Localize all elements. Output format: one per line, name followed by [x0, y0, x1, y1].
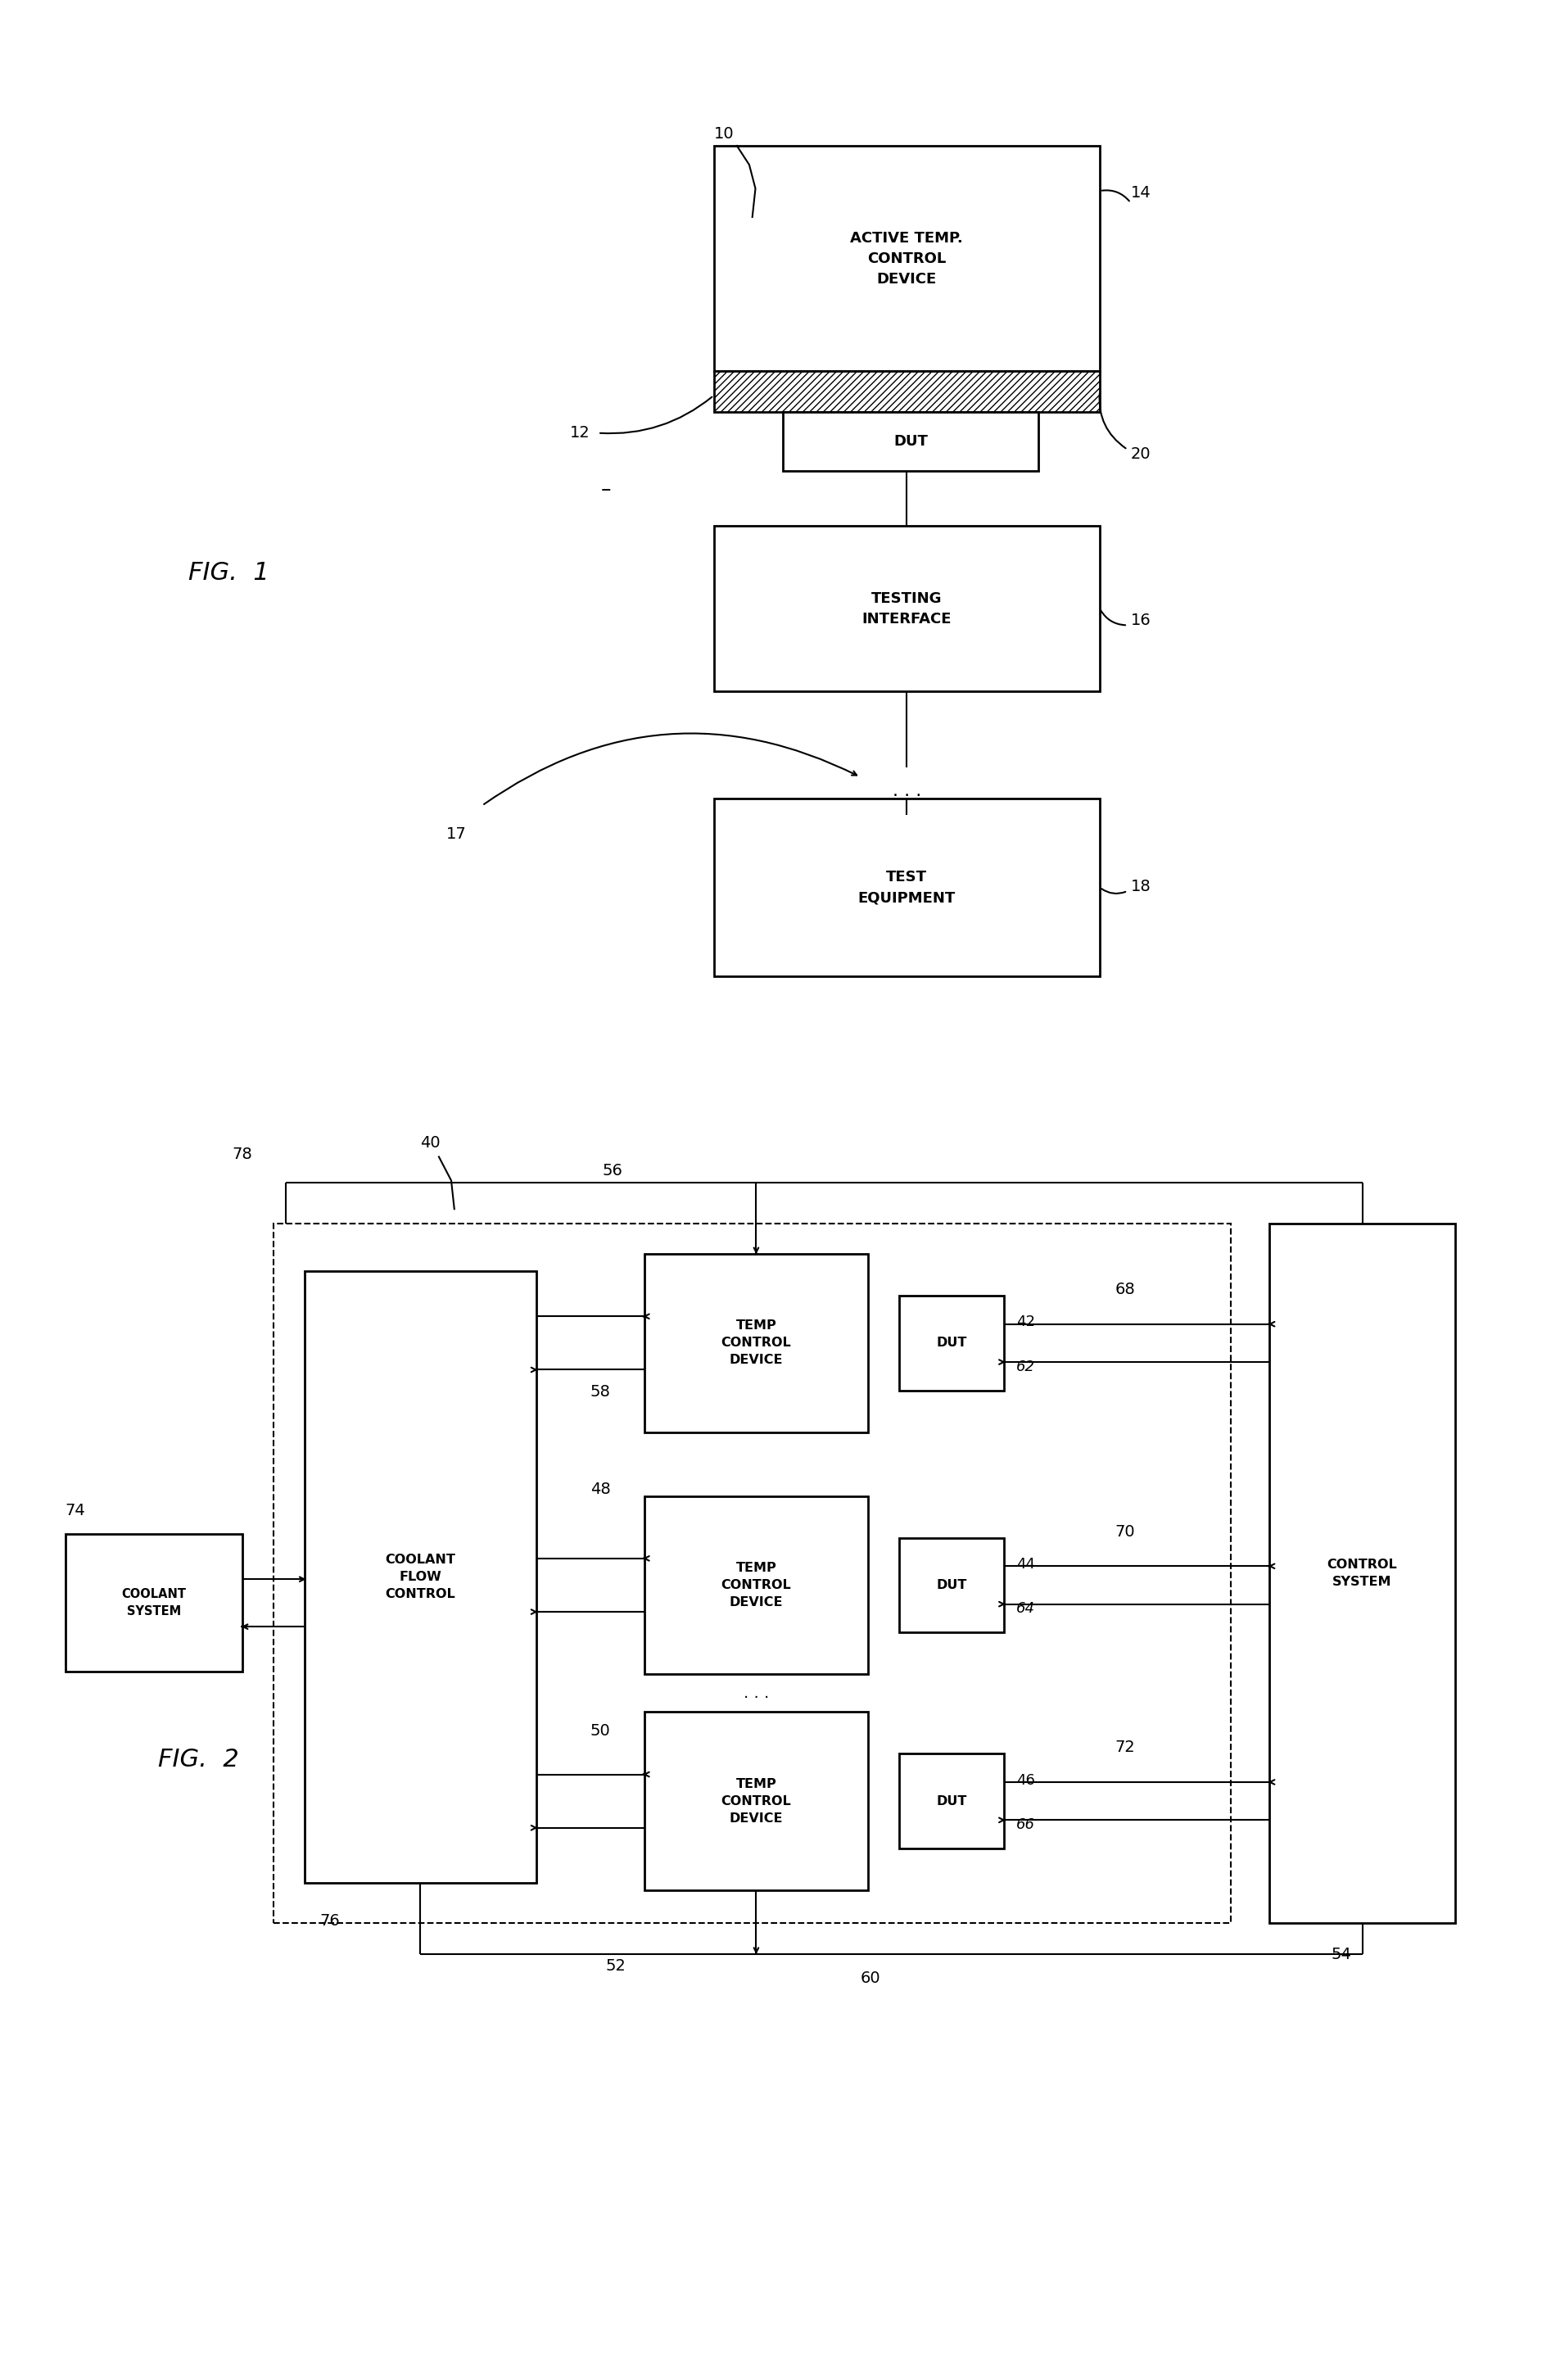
Bar: [713, 797, 1100, 976]
Bar: [713, 145, 1100, 371]
Text: DUT: DUT: [937, 1795, 966, 1806]
Text: 58: 58: [591, 1383, 611, 1399]
Text: . . .: . . .: [743, 1685, 769, 1702]
Text: TEMP
CONTROL
DEVICE: TEMP CONTROL DEVICE: [721, 1778, 791, 1825]
Bar: [304, 1271, 537, 1883]
Bar: [900, 1537, 1003, 1633]
Text: 62: 62: [1016, 1359, 1035, 1373]
Text: DUT: DUT: [937, 1338, 966, 1349]
Text: 12: 12: [569, 426, 591, 440]
Text: 14: 14: [1131, 186, 1151, 200]
Text: TEMP
CONTROL
DEVICE: TEMP CONTROL DEVICE: [721, 1561, 791, 1609]
Text: 42: 42: [1016, 1314, 1035, 1330]
Text: FIG.  2: FIG. 2: [158, 1747, 239, 1771]
Text: TEST
EQUIPMENT: TEST EQUIPMENT: [858, 869, 955, 904]
Bar: [644, 1254, 869, 1433]
Bar: [644, 1497, 869, 1673]
Text: 64: 64: [1016, 1602, 1035, 1616]
Text: 44: 44: [1016, 1557, 1035, 1571]
Text: 60: 60: [861, 1971, 881, 1985]
Text: 54: 54: [1331, 1947, 1352, 1961]
Bar: [713, 526, 1100, 693]
Bar: [1270, 1223, 1455, 1923]
Text: 46: 46: [1016, 1773, 1035, 1787]
Text: 56: 56: [602, 1164, 624, 1178]
Text: DUT: DUT: [893, 433, 927, 450]
Text: 20: 20: [1131, 447, 1151, 462]
Text: . . .: . . .: [892, 783, 921, 800]
Text: 72: 72: [1115, 1740, 1135, 1756]
Bar: [713, 371, 1100, 412]
Text: 76: 76: [320, 1914, 340, 1928]
Text: 50: 50: [591, 1723, 611, 1740]
Text: 68: 68: [1115, 1283, 1135, 1297]
Text: TESTING
INTERFACE: TESTING INTERFACE: [862, 590, 952, 626]
Text: 70: 70: [1115, 1523, 1135, 1540]
Text: COOLANT
FLOW
CONTROL: COOLANT FLOW CONTROL: [385, 1554, 456, 1599]
Text: 18: 18: [1131, 878, 1151, 895]
Bar: [783, 412, 1038, 471]
Text: 40: 40: [420, 1135, 440, 1150]
Text: 17: 17: [447, 826, 467, 843]
Bar: [644, 1711, 869, 1890]
Text: 16: 16: [1131, 612, 1151, 628]
Text: DUT: DUT: [937, 1578, 966, 1592]
Text: CONTROL
SYSTEM: CONTROL SYSTEM: [1328, 1559, 1397, 1587]
Text: 74: 74: [65, 1502, 85, 1518]
Text: 78: 78: [233, 1147, 253, 1161]
Bar: [900, 1295, 1003, 1390]
Text: COOLANT
SYSTEM: COOLANT SYSTEM: [121, 1587, 186, 1618]
Bar: [65, 1535, 244, 1671]
Text: 66: 66: [1016, 1818, 1035, 1833]
Text: TEMP
CONTROL
DEVICE: TEMP CONTROL DEVICE: [721, 1321, 791, 1366]
Bar: [273, 1223, 1231, 1923]
Text: 52: 52: [605, 1959, 627, 1973]
Text: 48: 48: [591, 1480, 611, 1497]
Text: FIG.  1: FIG. 1: [189, 562, 270, 585]
Text: –: –: [600, 481, 611, 500]
Text: ACTIVE TEMP.
CONTROL
DEVICE: ACTIVE TEMP. CONTROL DEVICE: [850, 231, 963, 286]
Text: 10: 10: [713, 126, 734, 143]
Bar: [900, 1754, 1003, 1849]
